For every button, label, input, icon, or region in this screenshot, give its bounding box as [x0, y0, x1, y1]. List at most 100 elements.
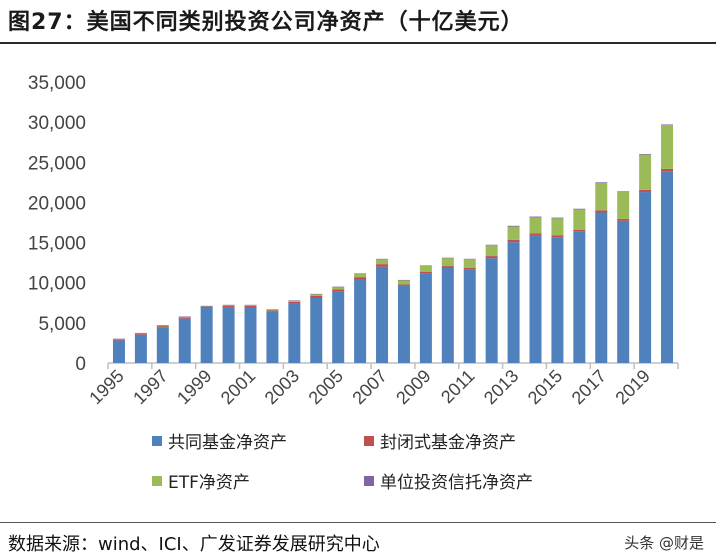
legend-item-etf: ETF净资产 [152, 468, 250, 493]
bar-segment [200, 308, 213, 363]
bar-segment [397, 279, 410, 281]
bar-segment [463, 269, 476, 363]
bar-segment [639, 154, 652, 190]
bar-segment [354, 277, 367, 280]
bar-segment [222, 305, 235, 308]
source-divider [0, 522, 716, 523]
bar-segment [573, 229, 586, 232]
bar-segment [441, 267, 454, 363]
y-tick-label: 15,000 [28, 234, 86, 255]
bar-segment [332, 289, 345, 292]
x-tick-label: 2017 [568, 366, 610, 408]
bar-segment [200, 306, 213, 309]
x-tick-label: 2015 [524, 366, 566, 408]
bar-segment [551, 237, 564, 363]
bar-segment [244, 305, 257, 308]
bar-segment [354, 279, 367, 363]
bar-segment [112, 339, 125, 340]
bar-segment [485, 245, 498, 257]
bar-segment [463, 259, 476, 268]
bar-segment [529, 217, 542, 234]
x-tick-label: 2019 [611, 366, 653, 408]
bar-segment [266, 309, 279, 311]
bar-segment [178, 317, 191, 318]
bar-segment [463, 267, 476, 270]
bar-segment [332, 286, 345, 288]
bar-segment [310, 298, 323, 363]
bar-segment [310, 293, 323, 295]
bar-segment [112, 339, 125, 341]
bar-segment [200, 305, 213, 307]
bar-segment [222, 307, 235, 363]
legend-swatch [152, 475, 162, 486]
bar-segment [661, 168, 674, 172]
bar-segment [354, 273, 367, 278]
stacked-bar-chart: 0 5,000 10,000 15,000 20,000 25,000 30,000 35,0… [28, 73, 679, 408]
bar-segment [397, 280, 410, 285]
x-tick-label: 2003 [261, 366, 303, 408]
x-tick-label: 2007 [348, 366, 390, 408]
bar-segment [288, 300, 301, 302]
bar-segment [507, 242, 520, 363]
bar-segment [288, 303, 301, 363]
bar-segment [529, 216, 542, 218]
bar-segment [617, 220, 630, 363]
bar-segment [551, 235, 564, 238]
bar-segment [639, 153, 652, 155]
bar-segment [529, 235, 542, 363]
y-tick-label: 5,000 [38, 314, 86, 335]
legend-swatch [152, 435, 162, 446]
bar-segment [661, 125, 674, 169]
bar-segment [266, 310, 279, 312]
legend-item-uit: 单位投资信托净资产 [364, 468, 533, 493]
bar-segment [376, 258, 389, 260]
bar-segment [156, 327, 169, 363]
bar-segment [244, 304, 257, 306]
bar-segment [551, 217, 564, 219]
bar-segment [244, 305, 257, 306]
bar-segment [112, 340, 125, 363]
x-tick-label: 1995 [85, 366, 127, 408]
bar-segment [134, 333, 147, 335]
watermark: 头条 @财是 [624, 534, 704, 552]
bar-segment [288, 300, 301, 301]
x-tick-label: 2013 [480, 366, 522, 408]
bar-segment [156, 325, 169, 326]
bar-segment [376, 259, 389, 265]
bar-segment [200, 306, 213, 308]
y-tick-label: 25,000 [28, 153, 86, 174]
bar-segment [397, 285, 410, 363]
bar-segment [134, 333, 147, 334]
y-tick-label: 0 [75, 354, 86, 375]
bar-segment [222, 304, 235, 306]
bar-segment [266, 309, 279, 310]
bar-segment [310, 295, 323, 299]
bar-segment [463, 258, 476, 260]
figure-title: 图27：美国不同类别投资公司净资产（十亿美元） [8, 10, 524, 35]
bar-segment [222, 305, 235, 306]
y-tick-label: 20,000 [28, 193, 86, 214]
bar-segment [617, 191, 630, 192]
x-tick-label: 2011 [437, 366, 479, 408]
title-divider [0, 42, 716, 44]
bar-segment [595, 182, 608, 183]
bar-segment [178, 317, 191, 319]
bar-segment [507, 225, 520, 227]
bar-segment [573, 209, 586, 230]
bar-segment [485, 244, 498, 246]
bar-segment [595, 182, 608, 211]
bar-segment [178, 318, 191, 363]
bar-segment [419, 265, 432, 272]
bar-segment [397, 284, 410, 286]
y-tick-label: 10,000 [28, 274, 86, 295]
bar-segment [134, 332, 147, 334]
bar-segment [595, 212, 608, 363]
bar-segment [573, 208, 586, 210]
bar-segment [266, 311, 279, 363]
bar-segment [573, 231, 586, 363]
bar-segment [485, 258, 498, 363]
bar-segment [419, 273, 432, 363]
bar-segment [332, 286, 345, 290]
bar-segment [419, 271, 432, 274]
